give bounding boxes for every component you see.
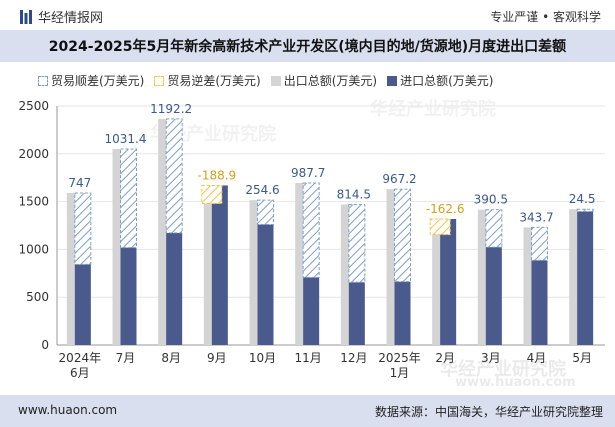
y-tick-label: 0 [41, 338, 49, 352]
balance-data-label: 24.5 [569, 192, 596, 206]
x-tick-label: 9月 [207, 351, 227, 365]
legend-swatch-export [270, 75, 281, 86]
surplus-segment [394, 188, 411, 283]
import-bar [120, 247, 137, 345]
balance-data-label: 1192.2 [150, 102, 192, 116]
x-tick-label: 12月 [340, 351, 367, 365]
surplus-segment [165, 118, 183, 234]
legend-item-deficit: 贸易逆差(万美元) [154, 72, 261, 89]
huajing-logo-icon [20, 9, 32, 24]
chart-title: 2024-2025年5月年新余高新技术产业开发区(境内目的地/货源地)月度进出口… [48, 39, 567, 55]
import-bar [394, 281, 411, 345]
legend-swatch-import [387, 75, 398, 86]
brand-name: 华经情报网 [38, 11, 104, 26]
y-tick-label: 2000 [18, 147, 49, 161]
tagline: 专业严谨 • 客观科学 [490, 10, 601, 24]
top-bar: 华经情报网 专业严谨 • 客观科学 [0, 0, 615, 30]
balance-data-label: 343.7 [519, 210, 553, 224]
import-bar [440, 218, 457, 345]
balance-data-label: 390.5 [474, 193, 508, 207]
y-tick-label: 1000 [18, 242, 49, 256]
x-tick-label: 2024年 [59, 351, 102, 365]
watermark-text: 华经产业研究院 [370, 99, 496, 120]
import-bar [577, 211, 594, 345]
footer-source: 数据来源：中国海关，华经产业研究院整理 [374, 405, 603, 419]
surplus-segment [257, 199, 274, 226]
legend-swatch-deficit [154, 75, 165, 86]
surplus-segment [302, 182, 320, 278]
x-tick-label: 6月 [70, 366, 90, 380]
y-tick-label: 2500 [18, 99, 49, 113]
chart-legend: 贸易顺差(万美元) 贸易逆差(万美元) 出口总额(万美元) 进口总额(万美元) [38, 72, 504, 89]
footer: www.huaon.com 数据来源：中国海关，华经产业研究院整理 [0, 395, 615, 427]
y-tick-label: 500 [26, 290, 49, 304]
x-tick-label: 1月 [390, 366, 410, 380]
x-tick-label: 10月 [249, 351, 276, 365]
x-tick-label: 4月 [527, 351, 547, 365]
brand: 华经情报网 [20, 7, 103, 26]
balance-data-label: 967.2 [382, 172, 416, 186]
import-bar [485, 247, 502, 345]
x-tick-label: 2025年 [378, 351, 421, 365]
import-bar [531, 260, 548, 345]
legend-swatch-surplus [38, 75, 48, 86]
balance-data-label: 1031.4 [105, 132, 147, 146]
balance-data-label: 254.6 [245, 183, 279, 197]
x-tick-label: 11月 [295, 351, 322, 365]
x-tick-label: 8月 [161, 351, 181, 365]
legend-label-surplus: 贸易顺差(万美元) [51, 74, 145, 88]
deficit-segment [201, 184, 223, 205]
x-tick-label: 3月 [481, 351, 501, 365]
x-tick-label: 7月 [116, 351, 136, 365]
legend-label-import: 进口总额(万美元) [400, 74, 494, 88]
watermark-url: www.huaon.com [455, 375, 576, 390]
legend-item-export: 出口总额(万美元) [270, 72, 378, 89]
title-bar: 2024-2025年5月年新余高新技术产业开发区(境内目的地/货源地)月度进出口… [0, 30, 615, 62]
balance-data-label: 814.5 [337, 187, 371, 201]
surplus-segment [74, 192, 92, 265]
balance-data-label: -162.6 [426, 202, 465, 216]
bar-layer [66, 118, 594, 345]
legend-label-deficit: 贸易逆差(万美元) [167, 74, 261, 88]
import-bar [211, 185, 228, 345]
import-bar [257, 224, 274, 345]
surplus-segment [120, 148, 137, 249]
deficit-segment [429, 218, 451, 236]
import-bar [74, 264, 91, 345]
legend-item-surplus: 贸易顺差(万美元) [38, 72, 144, 89]
watermark-text: 华经产业研究院 [440, 359, 566, 380]
legend-label-export: 出口总额(万美元) [283, 74, 378, 88]
surplus-segment [485, 209, 503, 248]
surplus-segment [576, 208, 594, 213]
axis-layer: 0 500 1000 1500 2000 2500 [18, 99, 605, 352]
surplus-segment [531, 226, 548, 261]
legend-item-import: 进口总额(万美元) [387, 72, 494, 89]
x-tick-label: 2月 [435, 351, 455, 365]
footer-site: www.huaon.com [18, 403, 118, 417]
import-bar [303, 277, 320, 345]
balance-data-label: 987.7 [291, 166, 325, 180]
surplus-segment [348, 203, 366, 283]
balance-data-label: -188.9 [197, 168, 236, 182]
y-tick-label: 1500 [18, 195, 49, 209]
import-bar [166, 232, 183, 345]
balance-data-label: 747 [68, 176, 91, 190]
import-bar [348, 282, 365, 345]
x-tick-label: 5月 [572, 351, 592, 365]
